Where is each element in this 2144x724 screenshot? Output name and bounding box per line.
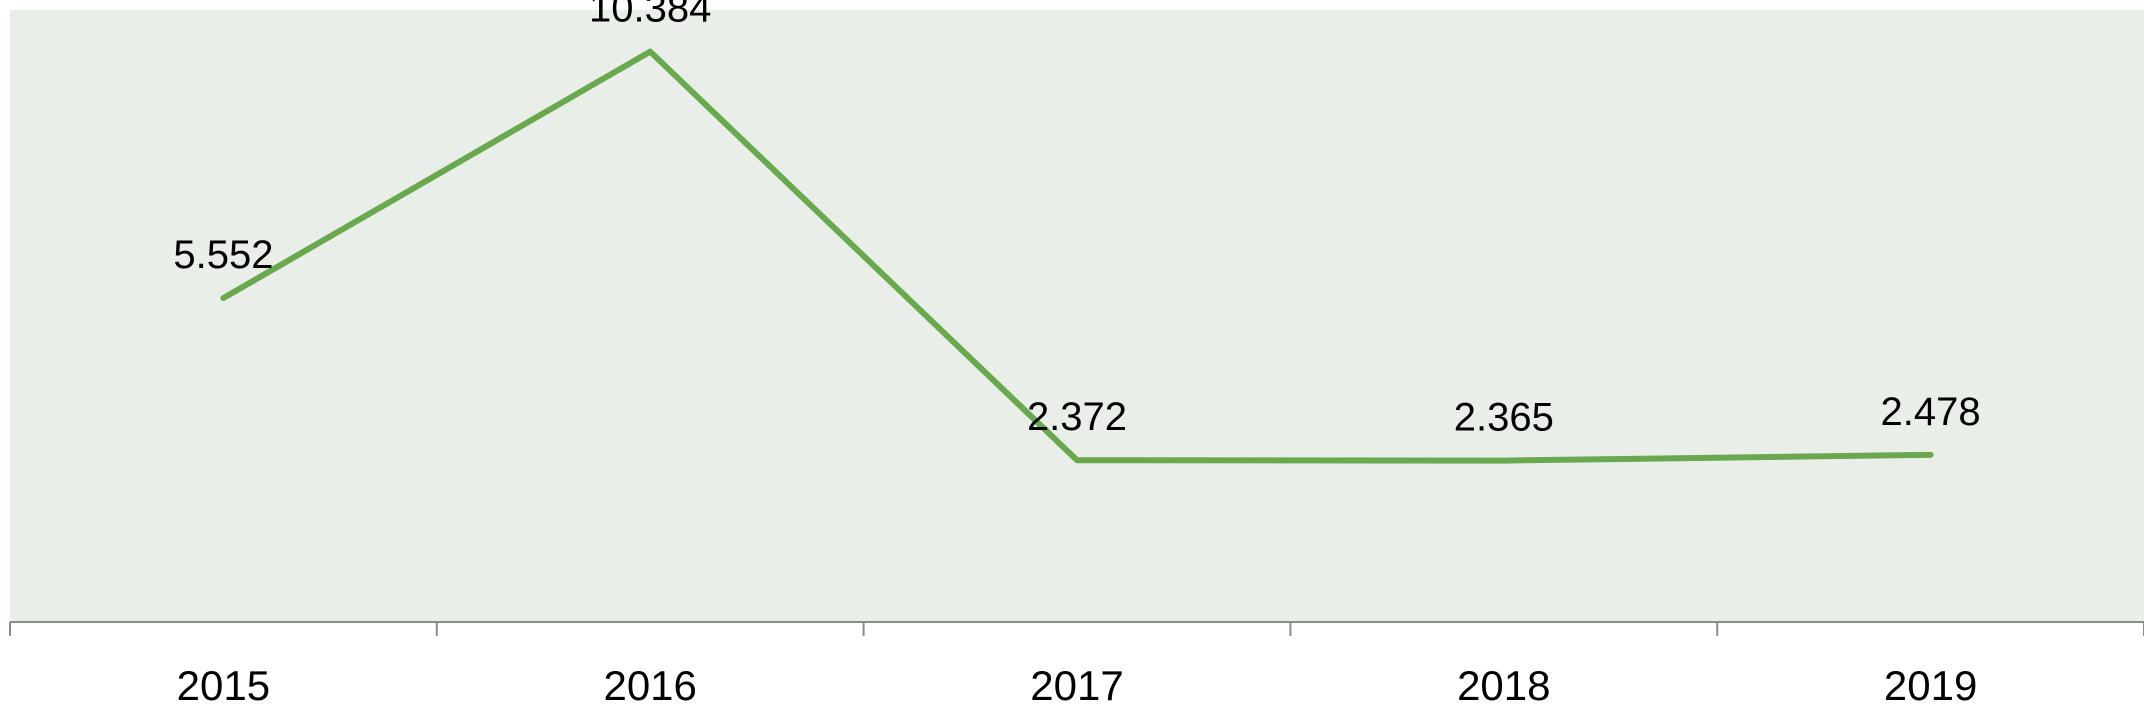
x-axis-tick-labels: 2015 2016 2017 2018 2019 (177, 662, 1978, 709)
data-label: 5.552 (173, 233, 273, 277)
data-label: 2.372 (1027, 395, 1127, 439)
x-tick-label: 2016 (603, 662, 696, 709)
x-tick-label: 2019 (1884, 662, 1977, 709)
x-tick-label: 2017 (1030, 662, 1123, 709)
x-tick-label: 2018 (1457, 662, 1550, 709)
x-axis-ticks (9, 622, 2144, 636)
x-tick-label: 2015 (177, 662, 270, 709)
series-line (220, 48, 1934, 464)
data-label: 2.478 (1881, 390, 1981, 434)
data-labels: 5.552 10.384 2.372 2.365 2.478 (173, 0, 1980, 440)
data-label: 10.384 (589, 0, 711, 31)
data-label: 2.365 (1454, 396, 1554, 440)
plot-area-background (10, 10, 2144, 622)
